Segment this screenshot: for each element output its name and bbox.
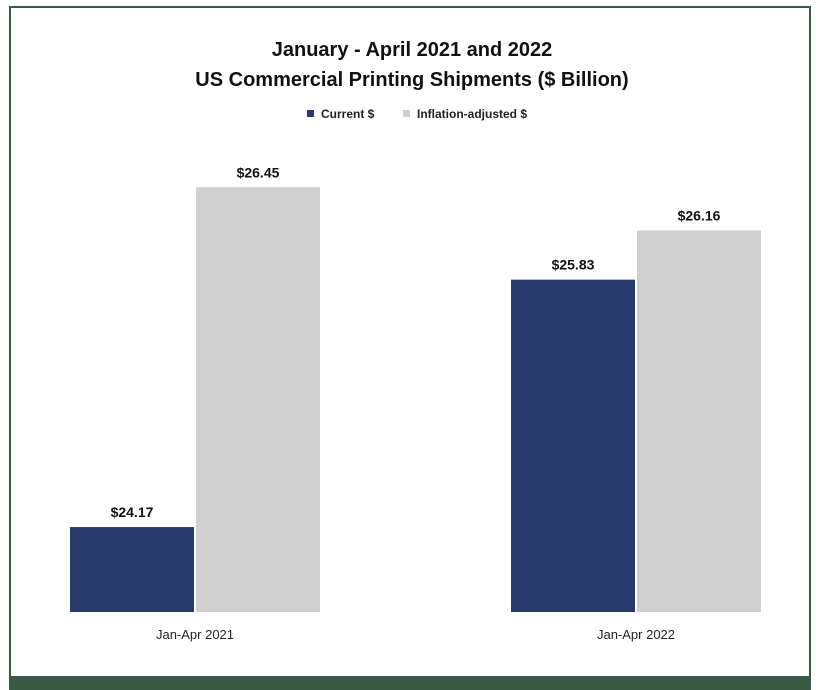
bar-inflation-adjusted-1	[196, 187, 320, 613]
bar-inflation-adjusted-2	[637, 230, 761, 612]
legend-swatch-current	[307, 110, 314, 117]
x-tick-label: Jan-Apr 2021	[156, 627, 234, 642]
legend-label-current: Current $	[321, 107, 375, 121]
data-label-inflation-adjusted-2: $26.16	[678, 207, 721, 223]
x-tick-label: Jan-Apr 2022	[597, 627, 675, 642]
plot-area: $24.17 $26.45 Jan-Apr 2021 $25.83 $26.16 Jan-…	[70, 164, 761, 642]
bar-current-1	[70, 527, 194, 612]
legend: Current $ Inflation-adjusted $	[307, 107, 527, 121]
data-label-current-2: $25.83	[552, 257, 595, 273]
legend-label-inflation-adjusted: Inflation-adjusted $	[417, 107, 527, 121]
footer-bar	[9, 676, 811, 690]
bar-current-2	[511, 279, 635, 612]
legend-swatch-inflation-adjusted	[403, 110, 410, 117]
chart-subtitle: US Commercial Printing Shipments ($ Bill…	[195, 69, 628, 91]
data-label-inflation-adjusted-1: $26.45	[237, 164, 280, 180]
data-label-current-1: $24.17	[111, 504, 154, 520]
chart-title: January - April 2021 and 2022	[272, 39, 553, 61]
